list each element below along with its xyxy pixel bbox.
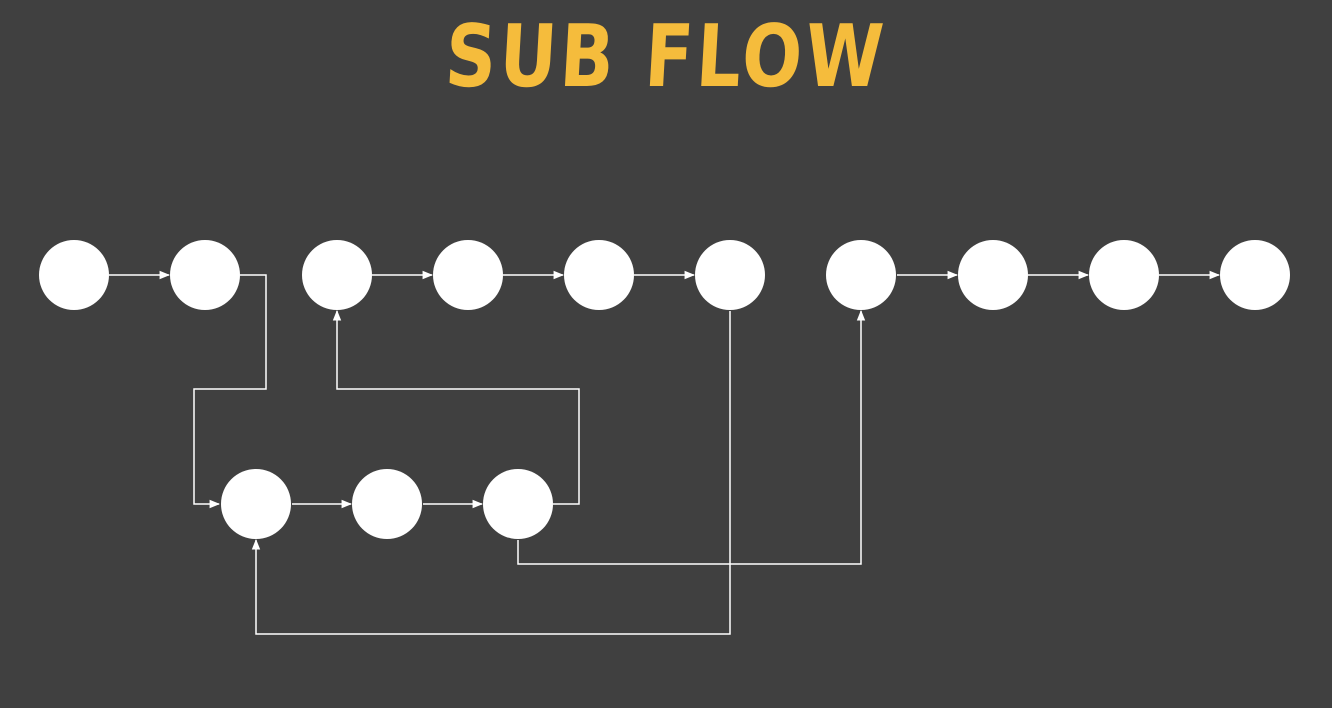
edge-s3-m3: [332, 309, 580, 505]
node-m8: [958, 240, 1028, 310]
edge-m2-s1: [193, 274, 267, 509]
node-m1: [39, 240, 109, 310]
node-m3: [302, 240, 372, 310]
node-s3: [483, 469, 553, 539]
edge-group: [109, 270, 1221, 635]
edge-m6-s1: [251, 311, 731, 635]
node-m10: [1220, 240, 1290, 310]
node-m4: [433, 240, 503, 310]
node-m2: [170, 240, 240, 310]
node-m9: [1089, 240, 1159, 310]
node-s1: [221, 469, 291, 539]
edge-s3-m7: [517, 309, 866, 565]
node-s2: [352, 469, 422, 539]
node-group: [39, 240, 1290, 539]
node-m5: [564, 240, 634, 310]
node-m7: [826, 240, 896, 310]
node-m6: [695, 240, 765, 310]
